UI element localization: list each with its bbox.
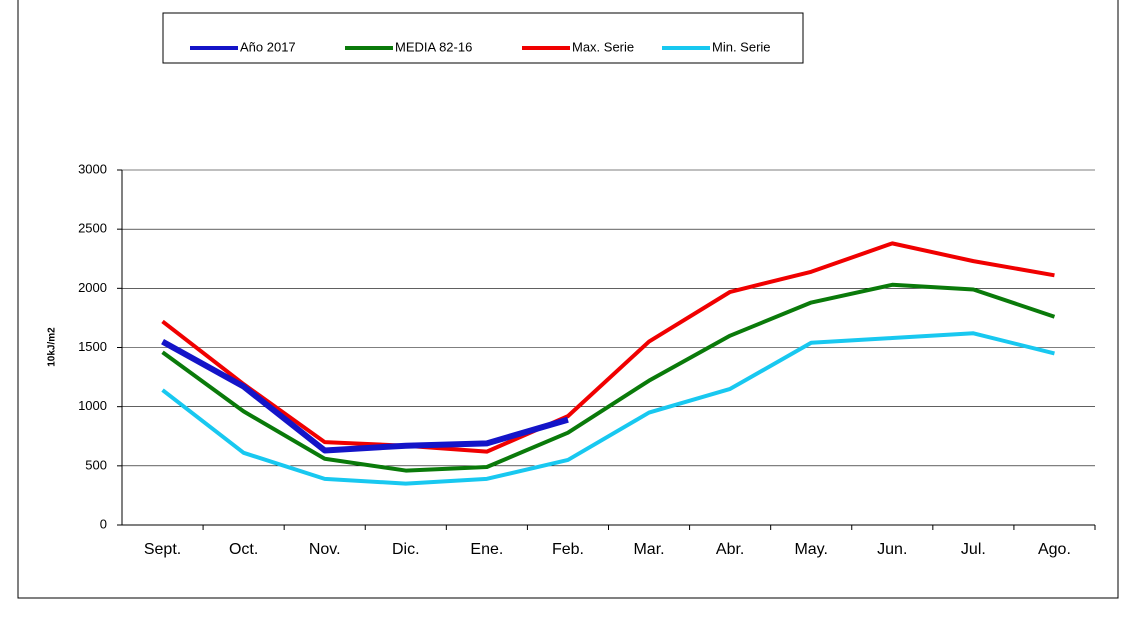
- series-line: [161, 282, 1056, 473]
- x-tick-label: Mar.: [633, 541, 664, 558]
- x-tick-label: Abr.: [716, 541, 744, 558]
- legend-box: [162, 12, 804, 64]
- x-tick-label: Ago.: [1038, 541, 1071, 558]
- legend-label: Año 2017: [240, 39, 296, 54]
- series-line: [161, 331, 1055, 486]
- x-tick-label: Nov.: [309, 541, 341, 558]
- x-tick-label: Oct.: [229, 541, 258, 558]
- legend-label: MEDIA 82-16: [395, 39, 472, 54]
- x-tick-label: May.: [794, 541, 827, 558]
- y-tick-label: 0: [100, 516, 107, 531]
- y-tick-label: 1500: [78, 339, 107, 354]
- series-line: [161, 338, 569, 454]
- legend-label: Min. Serie: [712, 39, 771, 54]
- y-tick-label: 500: [85, 457, 107, 472]
- series-line: [161, 241, 1055, 454]
- y-axis-label: 10kJ/m2: [47, 327, 58, 367]
- x-tick-label: Ene.: [470, 541, 503, 558]
- y-tick-label: 1000: [78, 398, 107, 413]
- chart-frame: [17, 0, 1119, 599]
- x-tick-label: Dic.: [392, 541, 420, 558]
- y-tick-label: 2500: [78, 221, 107, 236]
- x-tick-label: Jul.: [961, 541, 986, 558]
- y-tick-label: 2000: [78, 280, 107, 295]
- legend-label: Max. Serie: [572, 39, 634, 54]
- x-tick-label: Jun.: [877, 541, 907, 558]
- y-tick-label: 3000: [78, 161, 107, 176]
- x-tick-label: Feb.: [552, 541, 584, 558]
- x-tick-label: Sept.: [144, 541, 181, 558]
